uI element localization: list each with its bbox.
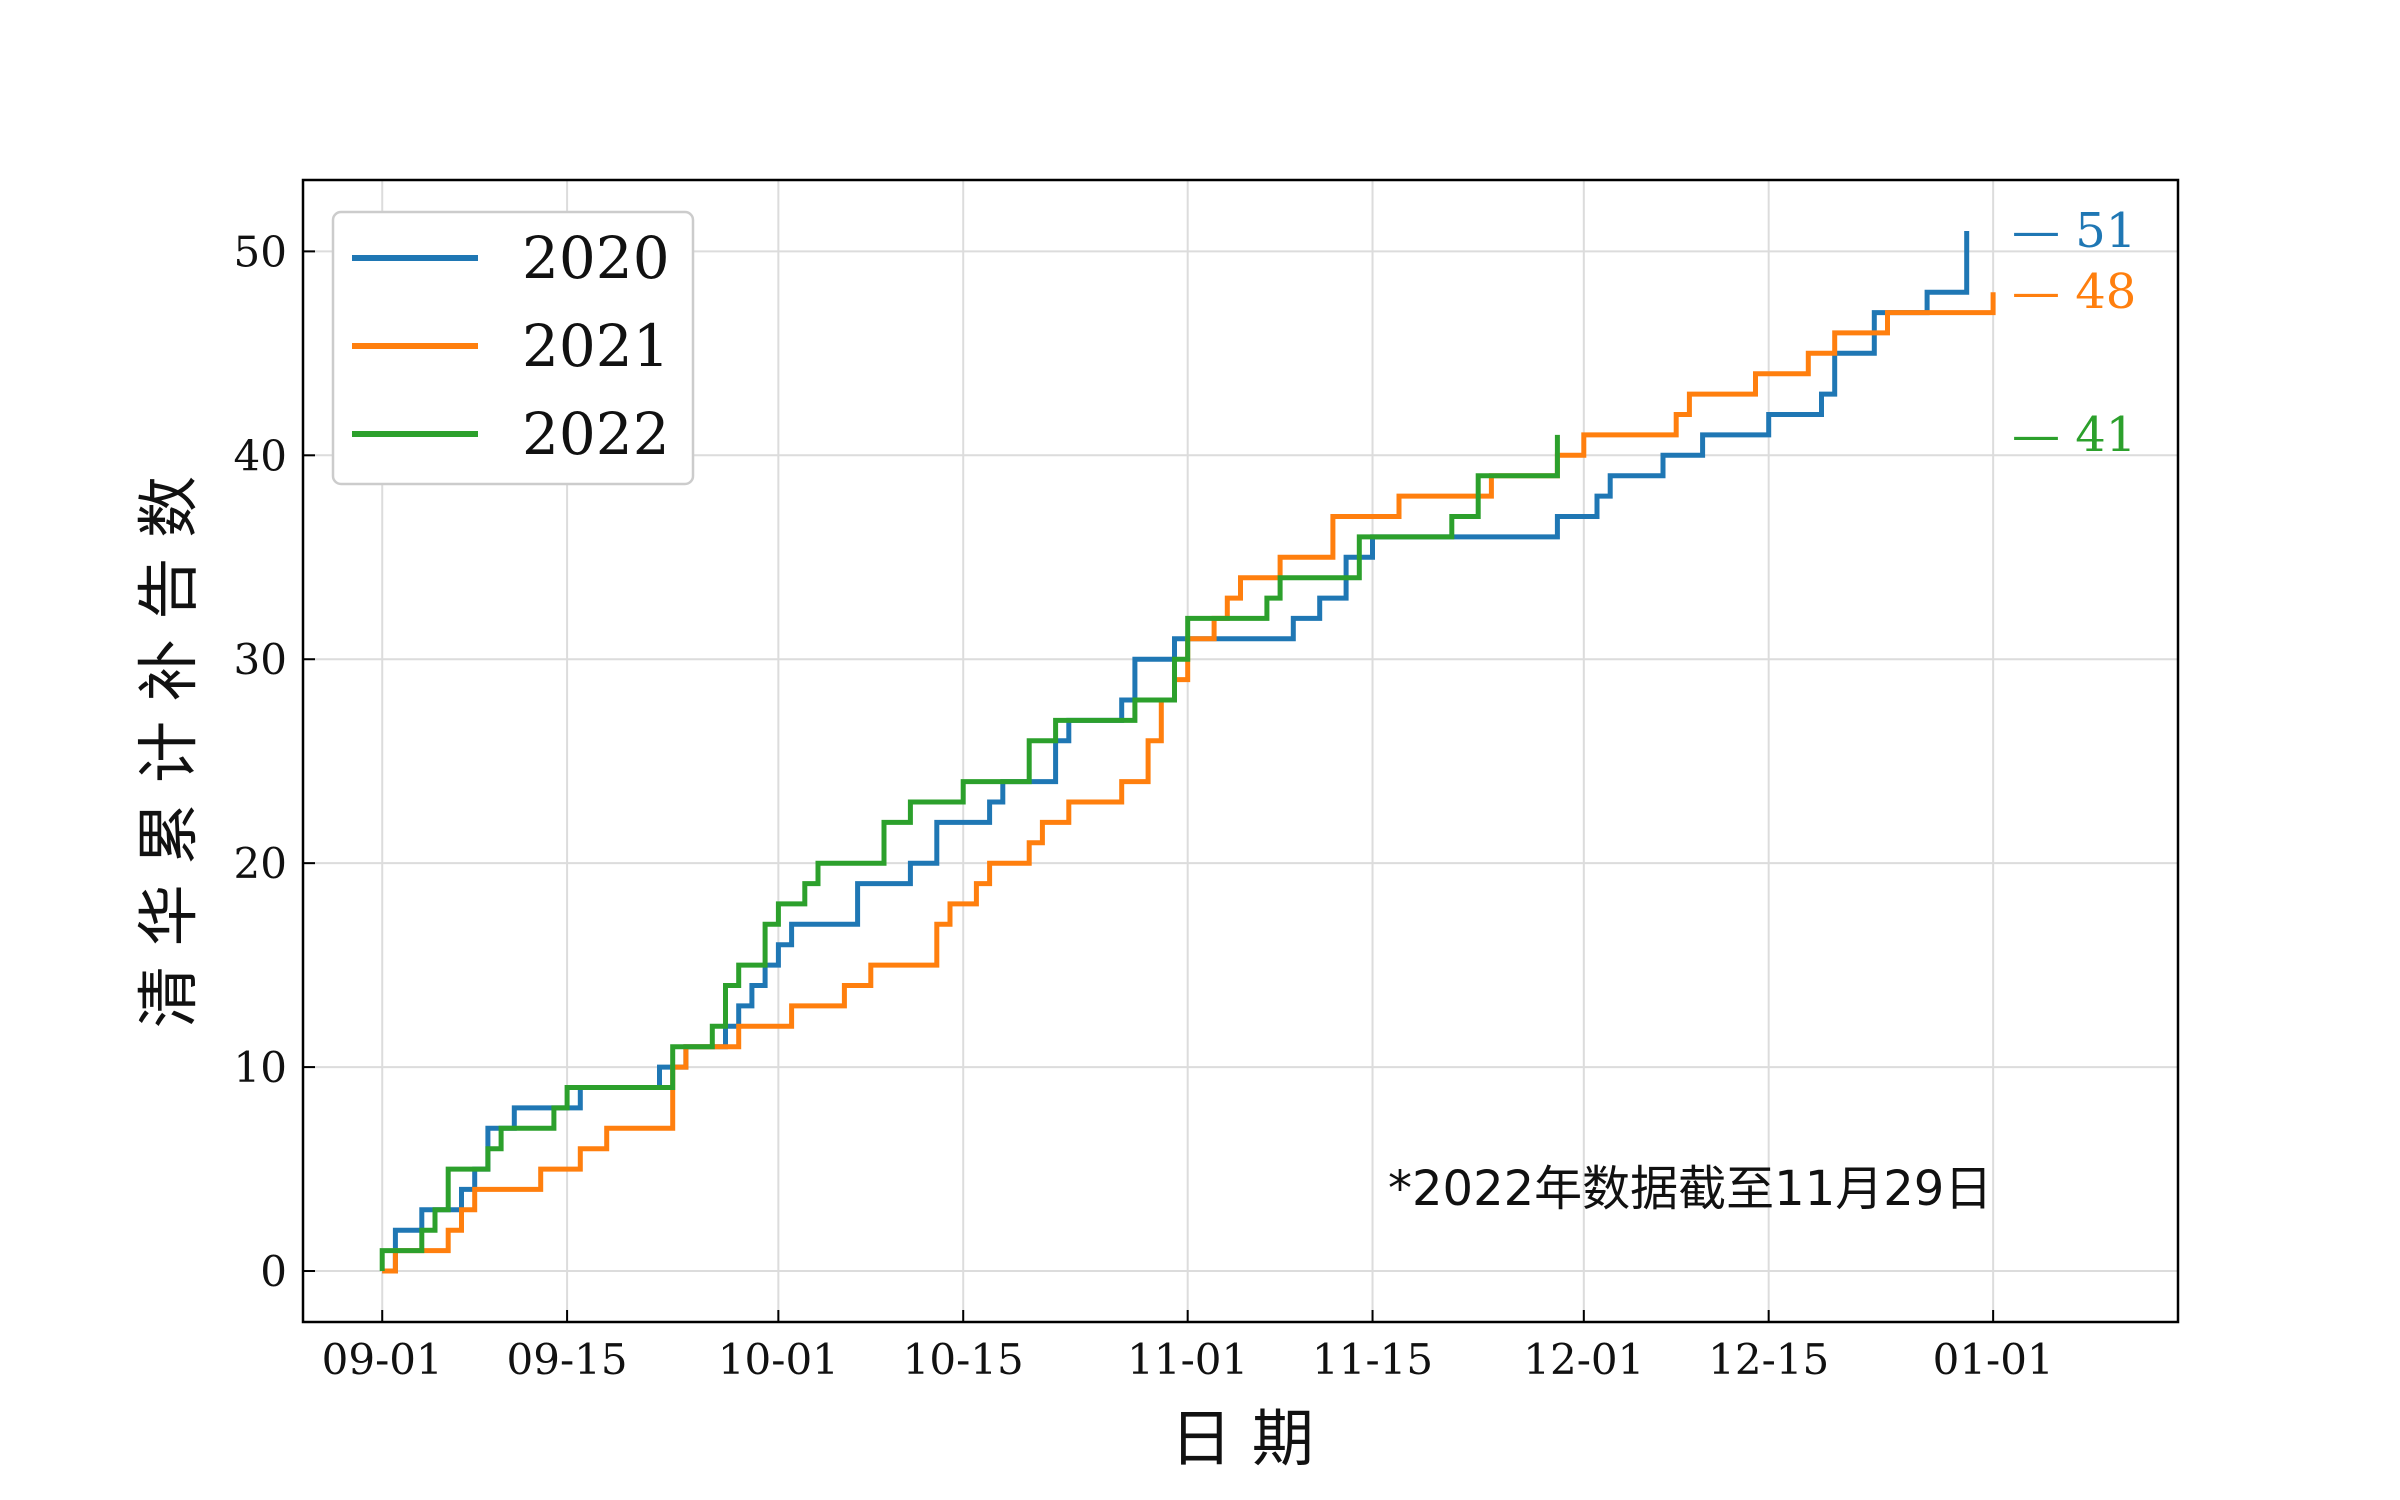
x-tick-label: 09-15 bbox=[507, 1335, 628, 1384]
y-tick-label: 0 bbox=[260, 1247, 287, 1296]
series-2021-end-label: — 48 bbox=[2012, 264, 2136, 320]
x-axis-title: 日 期 bbox=[1170, 1402, 1314, 1475]
series-2021-line bbox=[382, 292, 1996, 1274]
series-2022-line bbox=[379, 434, 1560, 1271]
x-tick-label: 11-15 bbox=[1312, 1335, 1433, 1384]
grid bbox=[303, 180, 2178, 1322]
y-tick-label: 30 bbox=[234, 635, 287, 684]
legend-label-2020: 2020 bbox=[522, 224, 670, 292]
x-tick-label: 10-15 bbox=[903, 1335, 1024, 1384]
x-tick-label: 12-01 bbox=[1523, 1335, 1644, 1384]
legend: 2020 2021 2022 bbox=[331, 210, 695, 486]
data-cutoff-note: *2022年数据截至11月29日 bbox=[1388, 1161, 1992, 1217]
series-2020-end-label: — 51 bbox=[2012, 203, 2136, 259]
series-2022-end-label: — 41 bbox=[2012, 407, 2136, 463]
y-tick-label: 20 bbox=[234, 839, 287, 888]
y-tick-label: 10 bbox=[234, 1043, 287, 1092]
x-tick-label: 01-01 bbox=[1933, 1335, 2054, 1384]
legend-box bbox=[331, 210, 695, 486]
y-tick-label: 50 bbox=[234, 227, 287, 276]
x-tick-label: 12-15 bbox=[1708, 1335, 1829, 1384]
y-tick-label: 40 bbox=[234, 431, 287, 480]
x-tick-label: 09-01 bbox=[322, 1335, 443, 1384]
legend-label-2021: 2021 bbox=[522, 312, 670, 380]
series-layer bbox=[379, 231, 1996, 1274]
x-tick-label: 10-01 bbox=[718, 1335, 839, 1384]
plot-frame bbox=[301, 178, 2180, 1324]
x-tick-label: 11-01 bbox=[1127, 1335, 1248, 1384]
end-labels: — 51— 48 — 41 bbox=[2012, 203, 2136, 463]
y-axis-title: 清 华 累 计 补 告 数 bbox=[132, 476, 205, 1028]
ticks: 09-01 09-15 10-01 10-15 11-01 11-15 12-01 12-15… bbox=[234, 227, 2054, 1384]
legend-label-2022: 2022 bbox=[522, 400, 670, 468]
